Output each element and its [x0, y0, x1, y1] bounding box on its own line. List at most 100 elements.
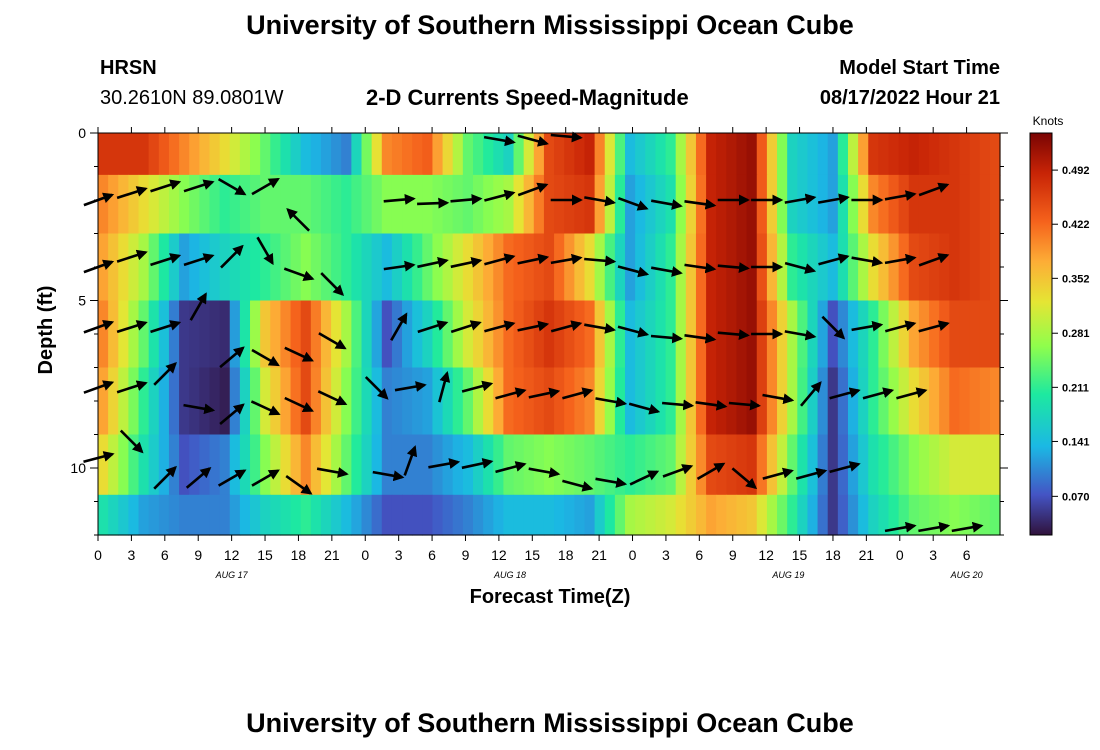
x-tick-label: 6	[428, 547, 436, 563]
current-speed-chart: 0 5 10 0 3 6 9 12 15 18 21 0 3 6 9 12 15 18 21 0 3 6 9 12 15 18 2…	[35, 114, 1090, 608]
heatmap-cell	[260, 494, 271, 536]
heatmap-cell	[341, 434, 352, 496]
heatmap-cell	[341, 300, 352, 369]
footer-title: University of Southern Mississippi Ocean…	[246, 708, 854, 738]
heatmap-cell	[746, 434, 758, 496]
current-vector	[219, 403, 245, 425]
heatmap-cell	[675, 434, 687, 496]
heatmap-cell	[280, 434, 292, 496]
heatmap-cell	[543, 367, 555, 436]
heatmap-cell	[148, 233, 160, 302]
heatmap-cell	[574, 367, 586, 436]
current-vector	[256, 236, 274, 266]
heatmap-cell	[158, 494, 170, 536]
heatmap-cell	[888, 174, 900, 235]
current-vector	[784, 193, 817, 205]
heatmap-cell	[645, 174, 657, 235]
heatmap-cell	[310, 367, 322, 436]
heatmap-cell	[422, 300, 434, 369]
current-vector	[484, 320, 516, 333]
heatmap-cell	[260, 367, 271, 436]
heatmap-cell	[260, 434, 271, 496]
heatmap-cell	[513, 133, 525, 176]
heatmap-cell	[239, 133, 251, 176]
current-vector	[517, 182, 549, 197]
heatmap-cell	[320, 174, 332, 235]
heatmap-cell	[837, 233, 849, 302]
heatmap-cell	[189, 434, 200, 496]
heatmap-cell	[108, 367, 119, 436]
heatmap-cell	[604, 174, 616, 235]
heatmap-cell	[554, 300, 565, 369]
heatmap-cell	[777, 494, 788, 536]
heatmap-cell	[959, 367, 971, 436]
heatmap-cell	[827, 300, 839, 369]
heatmap-cell	[168, 233, 180, 302]
heatmap-cell	[574, 233, 586, 302]
heatmap-cell	[199, 367, 211, 436]
current-vector	[283, 267, 315, 281]
heatmap-cell	[351, 494, 363, 536]
heatmap-cell	[128, 133, 140, 176]
heatmap-cell	[635, 434, 646, 496]
heatmap-cell	[503, 494, 515, 536]
heatmap-cell	[543, 300, 555, 369]
heatmap-cell	[280, 174, 292, 235]
heatmap-cell	[533, 367, 545, 436]
heatmap-cell	[665, 494, 677, 536]
heatmap-cell	[969, 494, 981, 536]
heatmap-cell	[878, 300, 890, 369]
heatmap-cell	[412, 300, 423, 369]
heatmap-cell	[199, 494, 211, 536]
heatmap-cell	[989, 300, 1001, 369]
heatmap-cell	[817, 300, 829, 369]
heatmap-cell	[614, 133, 626, 176]
colorbar-ticks: 0.492 0.422 0.352 0.281 0.211 0.141 0.070	[1052, 165, 1090, 503]
x-tick-label: 6	[963, 547, 971, 563]
heatmap-cell	[209, 174, 221, 235]
heatmap-cell	[472, 133, 484, 176]
current-vector	[800, 381, 822, 407]
heatmap-cell	[98, 434, 109, 496]
current-vector	[884, 320, 917, 333]
heatmap-cell	[503, 434, 515, 496]
heatmap-cell	[118, 367, 129, 436]
heatmap-cell	[807, 367, 819, 436]
heatmap-cell	[817, 174, 829, 235]
current-vector	[185, 466, 212, 489]
heatmap-cell	[199, 300, 211, 369]
heatmap-cell	[878, 367, 890, 436]
date-label: AUG 20	[950, 570, 983, 580]
heatmap-cell	[594, 300, 606, 369]
current-vector	[183, 253, 215, 267]
heatmap-cell	[655, 494, 667, 536]
heatmap-cell	[179, 434, 190, 496]
heatmap-cell	[148, 367, 160, 436]
current-vector	[461, 457, 494, 470]
heatmap-cell	[706, 133, 717, 176]
heatmap-cell	[412, 434, 423, 496]
heatmap-cell	[888, 133, 900, 176]
colorbar-tick-label: 0.352	[1062, 273, 1090, 285]
heatmap-cell	[908, 367, 920, 436]
heatmap-cell	[888, 434, 900, 496]
heatmap-cell	[949, 494, 961, 536]
heatmap-cell	[229, 494, 241, 536]
heatmap-cell	[554, 233, 565, 302]
heatmap-cell	[391, 367, 403, 436]
heatmap-cell	[604, 133, 616, 176]
heatmap-cell	[979, 367, 991, 436]
heatmap-cell	[777, 367, 788, 436]
heatmap-cell	[614, 300, 626, 369]
heatmap-cell	[665, 300, 677, 369]
heatmap-cell	[868, 300, 879, 369]
heatmap-cell	[807, 233, 819, 302]
heatmap-cell	[229, 434, 241, 496]
heatmap-cell	[858, 174, 869, 235]
heatmap-cell	[939, 233, 950, 302]
current-vector	[951, 521, 984, 533]
heatmap-cell	[351, 434, 363, 496]
heatmap-cell	[939, 367, 950, 436]
current-vector	[550, 320, 583, 333]
heatmap-cell	[250, 174, 261, 235]
